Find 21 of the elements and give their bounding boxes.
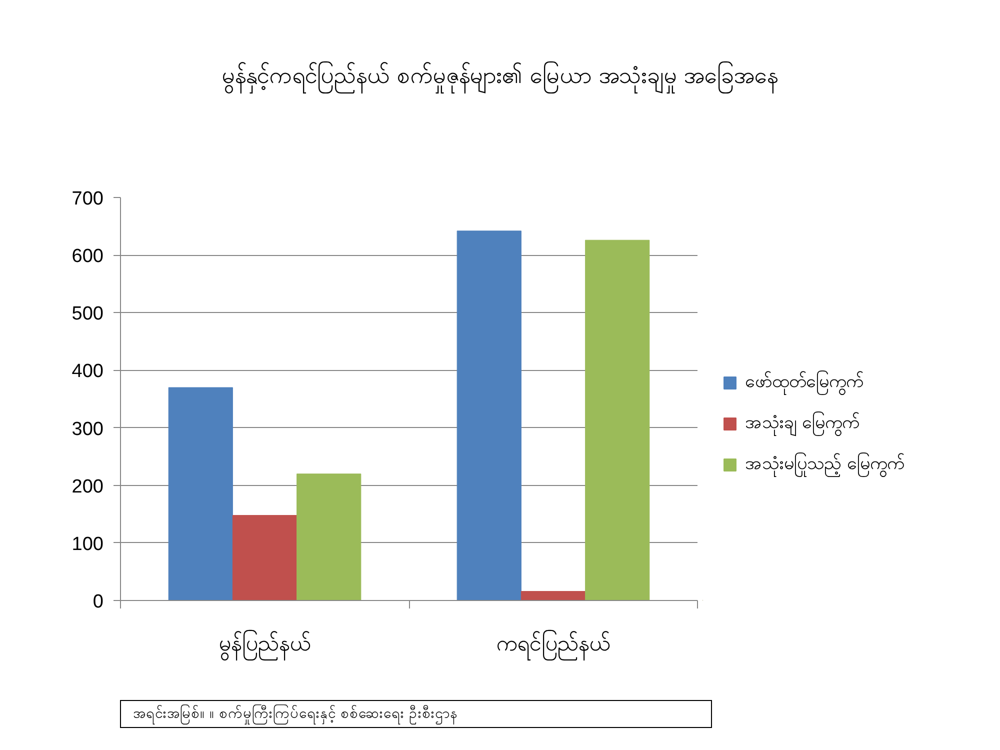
y-tick-label: 400 <box>72 361 104 382</box>
bar <box>296 474 362 600</box>
legend-label: အသုံးချ မြေကွက် <box>745 410 860 437</box>
y-tick-label: 100 <box>72 534 104 555</box>
y-tick-label: 0 <box>92 592 104 612</box>
y-tick-label: 700 <box>72 188 104 210</box>
chart-title: မွန်နှင့်ကရင်ပြည်နယ် စက်မှုဇုန်များ၏ မြေယာ အသုံးချမှု အခြေအနေ <box>220 60 780 93</box>
y-tick-label: 300 <box>72 418 104 440</box>
y-tick-label: 600 <box>72 246 104 268</box>
y-tick-label: 500 <box>72 304 104 325</box>
x-tick-label: မွန်ပြည်နယ် <box>218 630 311 662</box>
y-tick-label: 200 <box>72 476 104 498</box>
x-tick-label: ကရင်ပြည်နယ် <box>496 630 610 660</box>
bar <box>168 387 233 600</box>
bar <box>456 230 522 600</box>
legend-label: အသုံးမပြုသည့် မြေကွက် <box>745 452 904 478</box>
text: အရင်းအမြစ်။ ။ စက်မှုကြီးကြပ်ရေးနှင့် စစ်ဆေးရေး ဦးစီးဌာန <box>120 700 712 728</box>
legend-label: ဖော်ထုတ်မြေကွက် <box>745 370 863 396</box>
bar <box>585 240 650 600</box>
bar <box>520 591 586 600</box>
bar <box>232 515 298 600</box>
